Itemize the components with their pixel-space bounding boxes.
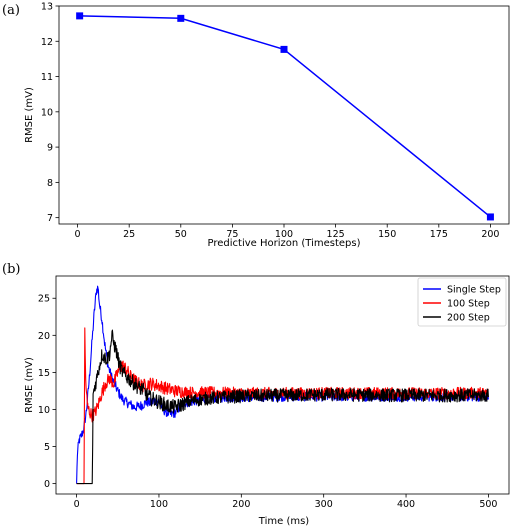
panel-a-ytick-label: 7 — [47, 213, 53, 224]
panel-a-xtick-label: 175 — [430, 229, 448, 240]
panel-b-ylabel: RMSE (mV) — [24, 357, 35, 413]
panel-b-ticks: 0 100 200 300 400 500 0 5 10 15 20 25 — [38, 294, 498, 510]
panel-b-xlabel: Time (ms) — [258, 516, 310, 526]
panel-b-series — [76, 285, 489, 485]
panel-a-axes-frame — [58, 5, 510, 225]
panel-a-series-line — [79, 15, 491, 218]
legend-label: 100 Step — [447, 299, 490, 310]
panel-a-ytick-label: 11 — [41, 72, 53, 83]
panel-a-ylabel: RMSE (mV) — [24, 87, 35, 143]
panel-b-xtick-label: 200 — [232, 499, 250, 510]
panel-a: (a) 0 25 50 75 100 125 150 175 200 7 8 9 10 11 12 13 Pr… — [2, 2, 510, 249]
panel-b-label: (b) — [2, 262, 20, 277]
panel-b-xtick-label: 300 — [315, 499, 333, 510]
panel-a-xlabel: Predictive Horizon (Timesteps) — [208, 238, 361, 249]
panel-b-xtick-label: 0 — [74, 499, 80, 510]
panel-a-label: (a) — [2, 3, 20, 18]
panel-a-xtick-label: 125 — [327, 229, 345, 240]
panel-a-xtick-label: 75 — [226, 229, 238, 240]
panel-a-xtick-label: 50 — [175, 229, 187, 240]
panel-b-ytick-label: 25 — [38, 294, 50, 305]
legend-label: Single Step — [447, 285, 501, 296]
panel-a-point — [486, 213, 494, 221]
panel-b-ytick-label: 5 — [44, 442, 50, 453]
panel-b: (b) 0 100 200 300 400 500 0 5 10 15 20 25 Single St… — [2, 262, 510, 526]
panel-a-point — [76, 12, 84, 20]
legend-label: 200 Step — [447, 313, 490, 324]
panel-b-axes-frame — [55, 275, 510, 495]
panel-a-ytick-label: 8 — [47, 178, 53, 189]
panel-a-ticks: 0 25 50 75 100 125 150 175 200 7 8 9 10 11 12 13 — [41, 2, 500, 241]
panel-b-ytick-label: 0 — [44, 479, 50, 490]
panel-a-ytick-label: 13 — [41, 2, 53, 13]
panel-b-ytick-label: 15 — [38, 368, 50, 379]
panel-b-ytick-label: 10 — [38, 405, 50, 416]
panel-b-series-line-2 — [76, 329, 489, 485]
panel-b-series-line-1 — [76, 327, 489, 485]
panel-b-xtick-label: 400 — [397, 499, 415, 510]
panel-a-series — [76, 12, 494, 221]
panel-a-ytick-label: 12 — [41, 37, 53, 48]
panel-b-xtick-label: 100 — [150, 499, 168, 510]
panel-a-ytick-label: 9 — [47, 143, 53, 154]
panel-a-xtick-label: 150 — [378, 229, 396, 240]
panel-b-ytick-label: 20 — [38, 331, 50, 342]
panel-a-xtick-label: 0 — [75, 229, 81, 240]
panel-a-xtick-label: 25 — [123, 229, 135, 240]
panel-a-ytick-label: 10 — [41, 107, 53, 118]
panel-a-point — [280, 45, 288, 53]
panel-b-legend: Single Step 100 Step 200 Step — [417, 277, 507, 327]
panel-b-xtick-label: 500 — [479, 499, 497, 510]
panel-a-point — [177, 14, 185, 22]
panel-a-xtick-label: 200 — [481, 229, 499, 240]
legend-box — [417, 277, 507, 327]
panel-a-xtick-label: 100 — [275, 229, 293, 240]
